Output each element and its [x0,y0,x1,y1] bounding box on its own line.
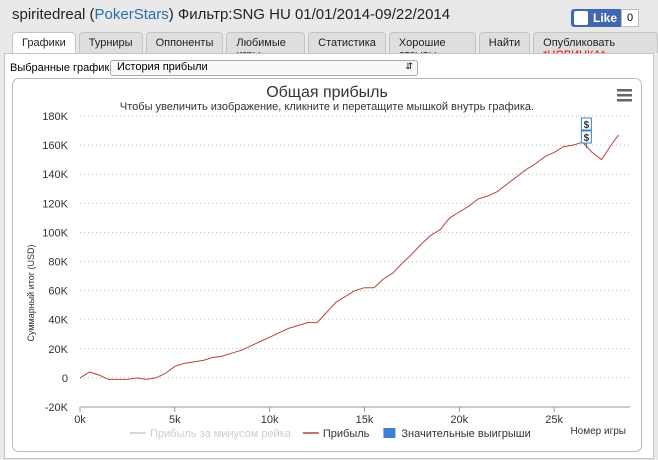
y-tick-label: 80K [48,257,68,269]
tab[interactable]: Опубликовать *НОВИНКА* [533,32,658,61]
user: spiritedreal ( [12,6,95,23]
tab[interactable]: Графики [12,32,76,53]
tab-label: Турниры [88,37,133,49]
y-tick-label: -20K [45,402,69,414]
y-tick-label: 40K [48,315,68,327]
chart-title: Общая прибыль [266,84,388,101]
tab[interactable]: Найти [478,32,531,53]
chart-subtitle: Чтобы увеличить изображение, кликните и … [120,101,534,113]
tab-label: Оппоненты [155,37,214,49]
flag-box [580,130,592,144]
profit-line [79,134,620,380]
y-tick-label: 60K [48,286,68,298]
legend-label: Прибыль [323,428,370,440]
tab-label: Графики [22,37,66,49]
x-tick-label: 10k [261,414,279,426]
filter: ) Фильтр:SNG HU 01/01/2014-09/22/2014 [168,6,451,23]
y-tick-label: 140K [42,169,68,181]
header-title: spiritedreal (PokerStars) Фильтр:SNG HU … [12,6,450,23]
selector-value: История прибыли [117,61,208,73]
tab-label: Найти [488,37,521,49]
flag-box [580,117,592,131]
tab[interactable]: Хорошие отзывы [388,32,476,61]
selector-arrow: ⇵ [405,61,413,71]
legend-item[interactable]: Значительные выигрыши [383,428,531,440]
tab[interactable]: Статистика [308,32,386,53]
tab[interactable]: Оппоненты [145,32,224,53]
x-tick-label: 5k [169,414,181,426]
y-tick-label: 180K [42,111,68,123]
tab-label: Статистика [318,37,376,49]
legend-label: Прибыль за минусом рейка [150,428,292,440]
tab[interactable]: Любимые игры [226,32,306,61]
y-tick-label: 120K [42,198,68,210]
y-tick-label: 20K [48,344,68,356]
flag-label: $ [584,120,590,131]
tab[interactable]: Турниры [78,32,143,53]
x-tick-label: 0k [74,414,86,426]
y-tick-label: 0 [62,373,68,385]
y-axis-label: Суммарный итог (USD) [26,244,36,341]
tabs: Графики Турниры Оппоненты Любимые игры Стати… [12,32,658,61]
chart: Общая прибыль Чтобы увеличить изображени… [12,78,642,452]
legend-item[interactable]: Прибыль за минусом рейка [130,428,292,440]
x-tick-label: 25k [545,414,563,426]
flag-label: $ [584,133,590,144]
chart-frame [12,78,642,452]
y-tick-label: 160K [42,140,68,152]
legend-label: Значительные выигрыши [401,428,530,440]
site-link[interactable]: PokerStars [94,6,169,23]
tab-label: Опубликовать [543,37,616,49]
selector-label: Выбранные графики: [10,62,119,74]
legend-swatch [383,428,396,438]
like-button[interactable]: Like [571,9,624,27]
legend-item[interactable]: Прибыль [302,428,370,440]
y-tick-label: 100K [42,227,68,239]
chart-selector[interactable]: История прибыли ⇵ [110,60,418,76]
x-tick-label: 20k [450,414,468,426]
x-axis-label: Номер игры [570,426,626,437]
win-flag[interactable]: $ [580,130,592,149]
like-count: 0 [621,9,640,27]
x-tick-label: 15k [356,414,374,426]
menu-button[interactable] [617,89,632,102]
